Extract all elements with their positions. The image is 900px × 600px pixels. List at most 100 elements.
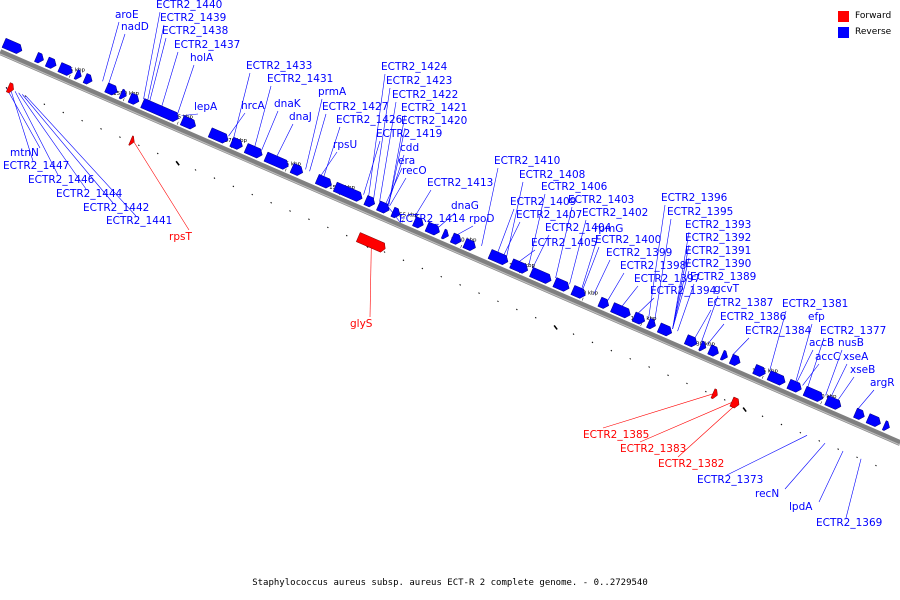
track-dot — [856, 456, 858, 459]
gene-label-nusB: nusB — [838, 337, 864, 349]
label-connector — [637, 297, 655, 314]
reverse-gene — [683, 334, 698, 348]
label-connector — [845, 458, 862, 519]
reverse-gene — [314, 173, 332, 189]
legend-forward-label: Forward — [855, 11, 892, 21]
label-connector — [654, 218, 672, 322]
label-connector — [388, 114, 406, 206]
track-dot — [5, 86, 8, 89]
gene-label-lpdA: lpdA — [789, 501, 813, 513]
reverse-gene — [487, 249, 509, 266]
track-dot — [686, 382, 688, 385]
tick-label: 1550 kbp — [451, 238, 477, 244]
reverse-gene — [118, 88, 127, 100]
backbone-shadow — [0, 53, 900, 446]
gene-label-ECTR2_1382: ECTR2_1382 — [658, 458, 724, 470]
track-dot — [345, 234, 348, 237]
label-connector — [161, 51, 179, 108]
reverse-gene — [766, 370, 786, 386]
reverse-gene — [597, 296, 610, 309]
tick-label: 1555 kbp — [392, 212, 418, 218]
label-connector — [694, 309, 712, 339]
reverse-gene — [719, 349, 728, 361]
label-connector — [481, 167, 499, 247]
gene-label-argR: argR — [870, 377, 895, 389]
track-dot — [440, 275, 443, 278]
gene-label-ECTR2_1405: ECTR2_1405 — [531, 237, 597, 249]
forward-gene — [710, 388, 718, 400]
gene-label-ECTR2_1394: ECTR2_1394 — [650, 285, 717, 297]
gene-label-efp: efp — [808, 311, 825, 323]
track-dot — [213, 177, 216, 180]
forward-gene — [128, 135, 135, 146]
gene-label-ECTR2_1444: ECTR2_1444 — [56, 188, 123, 200]
label-connector — [648, 204, 666, 319]
label-connector — [22, 94, 114, 204]
label-connector — [261, 110, 279, 151]
reverse-gene — [57, 62, 73, 76]
gene-label-ECTR2_1390: ECTR2_1390 — [685, 258, 751, 270]
gene-label-aroE: aroE — [115, 9, 139, 21]
reverse-swatch — [838, 26, 849, 38]
gene-label-ECTR2_1391: ECTR2_1391 — [685, 245, 751, 257]
track-dot — [591, 341, 594, 344]
label-connector — [438, 212, 456, 228]
label-connector — [726, 435, 808, 476]
label-connector — [108, 33, 126, 85]
gene-label-ECTR2_1408: ECTR2_1408 — [519, 169, 585, 181]
reverse-gene — [824, 395, 842, 410]
label-connector — [677, 402, 738, 458]
label-connector — [10, 89, 34, 162]
track-dot — [308, 218, 310, 221]
track-dot — [194, 169, 197, 171]
gene-label-ECTR2_1377: ECTR2_1377 — [820, 325, 886, 337]
track-dot — [100, 128, 102, 130]
gene-label-ECTR2_1422: ECTR2_1422 — [392, 89, 458, 101]
gene-label-ECTR2_1419: ECTR2_1419 — [376, 128, 442, 140]
genome-backbone — [0, 49, 900, 446]
gene-label-dnaG: dnaG — [451, 200, 479, 212]
label-connector — [177, 64, 195, 114]
tick-mark — [761, 375, 764, 379]
forward-gene — [5, 82, 14, 94]
gene-label-rpsU: rpsU — [333, 139, 357, 151]
legend: Forward Reverse — [838, 8, 891, 40]
tick-label: 1525 kbp — [752, 369, 778, 375]
gene-label-ECTR2_1410: ECTR2_1410 — [494, 155, 560, 167]
reverse-gene — [44, 56, 57, 69]
track-dot — [648, 366, 650, 368]
label-connector — [784, 442, 826, 490]
gene-label-ECTR2_1406: ECTR2_1406 — [541, 181, 608, 193]
reverse-gene — [449, 232, 462, 245]
tick-label: 1575 kbp — [167, 115, 193, 121]
gene-label-nadD: nadD — [121, 21, 149, 33]
label-connector — [25, 95, 137, 217]
label-connector — [857, 389, 875, 410]
tick-mark — [68, 74, 71, 78]
reverse-gene — [462, 238, 476, 252]
gene-label-ECTR2_1440: ECTR2_1440 — [156, 0, 222, 11]
reverse-gene — [390, 206, 401, 219]
label-connector — [672, 244, 690, 329]
label-connector — [795, 323, 813, 383]
label-connector — [582, 246, 600, 290]
label-connector — [830, 363, 848, 398]
gene-label-rpmG: rpmG — [594, 223, 623, 235]
tick-label: 1540 kbp — [572, 291, 598, 297]
track-dot — [497, 300, 499, 303]
reverse-gene — [140, 98, 179, 122]
gene-label-ECTR2_1389: ECTR2_1389 — [690, 271, 756, 283]
track-dot — [667, 374, 669, 377]
gene-label-ECTR2_1385: ECTR2_1385 — [583, 429, 649, 441]
label-connector — [368, 73, 386, 197]
reverse-gene — [1, 37, 23, 54]
label-connector — [825, 349, 843, 396]
gene-label-ECTR2_1437: ECTR2_1437 — [174, 39, 240, 51]
label-connector — [369, 243, 372, 318]
label-connector — [181, 113, 199, 116]
track-dot — [742, 407, 747, 413]
label-connector — [379, 101, 397, 202]
gene-label-prmA: prmA — [318, 86, 347, 98]
tick-mark — [640, 323, 643, 327]
label-connector — [254, 85, 272, 148]
